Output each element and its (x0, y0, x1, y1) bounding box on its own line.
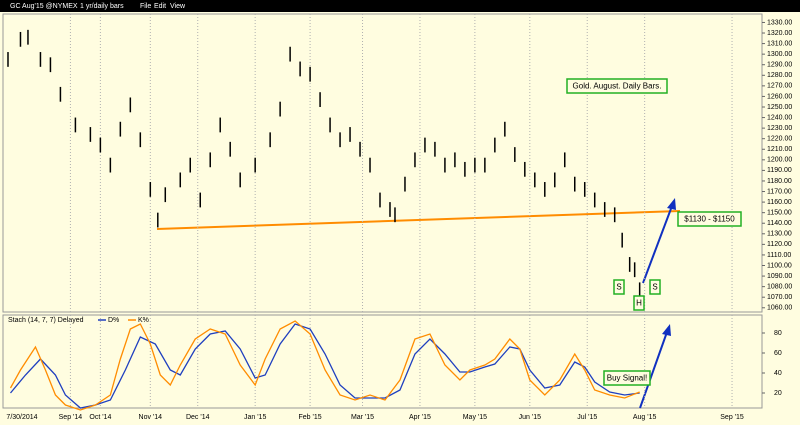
y-tick-label: 1200.00 (767, 157, 792, 164)
trend-line (156, 210, 681, 230)
stoch-panel (2, 314, 763, 409)
x-tick-label: Jan '15 (244, 414, 266, 421)
y-tick-label: 1300.00 (767, 51, 792, 58)
y-tick-label: 1130.00 (767, 231, 792, 238)
y-tick-label: 1280.00 (767, 72, 792, 79)
x-tick-label: Jul '15 (577, 414, 597, 421)
y-tick-label: 1180.00 (767, 178, 792, 185)
y-tick-label: 1330.00 (767, 19, 792, 26)
arrow (642, 205, 673, 284)
annotation: S (616, 283, 621, 292)
symbol[interactable]: GC Aug'15 @NYMEX (10, 3, 78, 10)
annotation-box (649, 279, 661, 295)
annotation-box (566, 78, 668, 94)
y-tick-label: 1220.00 (767, 136, 792, 143)
stoch-line (9, 323, 640, 409)
y-tick-label: 1070.00 (767, 294, 792, 301)
y-tick-label: 1320.00 (767, 30, 792, 37)
annotation: Gold. August. Daily Bars. (573, 82, 662, 91)
y-tick-label: 1150.00 (767, 210, 792, 217)
annotation-box (613, 279, 625, 295)
x-tick-label: Mar '15 (351, 414, 374, 421)
y-tick-label: 1260.00 (767, 93, 792, 100)
x-tick-label: May '15 (463, 414, 487, 421)
y-tick-label: 1310.00 (767, 40, 792, 47)
annotation-box (677, 211, 742, 227)
price-panel (2, 13, 763, 313)
x-tick-label: Sep '14 (59, 414, 83, 421)
annotation: H (636, 299, 642, 308)
stoch-line (9, 320, 640, 411)
y-tick-label: 1270.00 (767, 83, 792, 90)
y-tick-label: 1190.00 (767, 167, 792, 174)
y-tick-label: 1090.00 (767, 273, 792, 280)
y-tick-label: 1170.00 (767, 188, 792, 195)
y-tick-label: 1100.00 (767, 262, 792, 269)
y-tick-label: 1080.00 (767, 283, 792, 290)
annotation: Buy Signal! (607, 374, 647, 383)
annotation: $1130 - $1150 (684, 215, 735, 224)
cursor-date: 7/30/2014 (6, 414, 37, 421)
y-tick-label: 60 (774, 350, 782, 357)
y-tick-label: 1060.00 (767, 305, 792, 312)
legend-label: D% (108, 317, 119, 324)
x-tick-label: Sep '15 (720, 414, 744, 421)
menu[interactable]: Edit (154, 3, 166, 10)
y-tick-label: 40 (774, 370, 782, 377)
y-tick-label: 1230.00 (767, 125, 792, 132)
y-tick-label: 1240.00 (767, 114, 792, 121)
x-tick-label: Nov '14 (139, 414, 163, 421)
x-tick-label: Dec '14 (186, 414, 210, 421)
y-tick-label: 1290.00 (767, 62, 792, 69)
annotation-box (633, 295, 645, 311)
x-tick-label: Apr '15 (409, 414, 431, 421)
y-tick-label: 1160.00 (767, 199, 792, 206)
y-tick-label: 20 (774, 390, 782, 397)
y-tick-label: 80 (774, 330, 782, 337)
y-tick-label: 1120.00 (767, 241, 792, 248)
annotation: S (652, 283, 657, 292)
y-tick-label: 1250.00 (767, 104, 792, 111)
stoch-title: Stach (14, 7, 7) Delayed (8, 317, 84, 324)
legend-label: K% (138, 317, 149, 324)
x-tick-label: Aug '15 (633, 414, 657, 421)
y-tick-label: 1140.00 (767, 220, 792, 227)
arrow-head (662, 324, 671, 336)
arrow-head (667, 198, 676, 210)
menu[interactable]: File (140, 3, 151, 10)
toolbar (0, 0, 800, 12)
annotation-box (603, 370, 651, 386)
y-tick-label: 1210.00 (767, 146, 792, 153)
x-tick-label: Oct '14 (89, 414, 111, 421)
menu[interactable]: View (170, 3, 186, 10)
x-tick-label: Jun '15 (519, 414, 541, 421)
arrow (639, 331, 668, 409)
period[interactable]: 1 yr/daily bars (80, 3, 124, 10)
x-tick-label: Feb '15 (299, 414, 322, 421)
y-tick-label: 1110.00 (767, 252, 791, 259)
